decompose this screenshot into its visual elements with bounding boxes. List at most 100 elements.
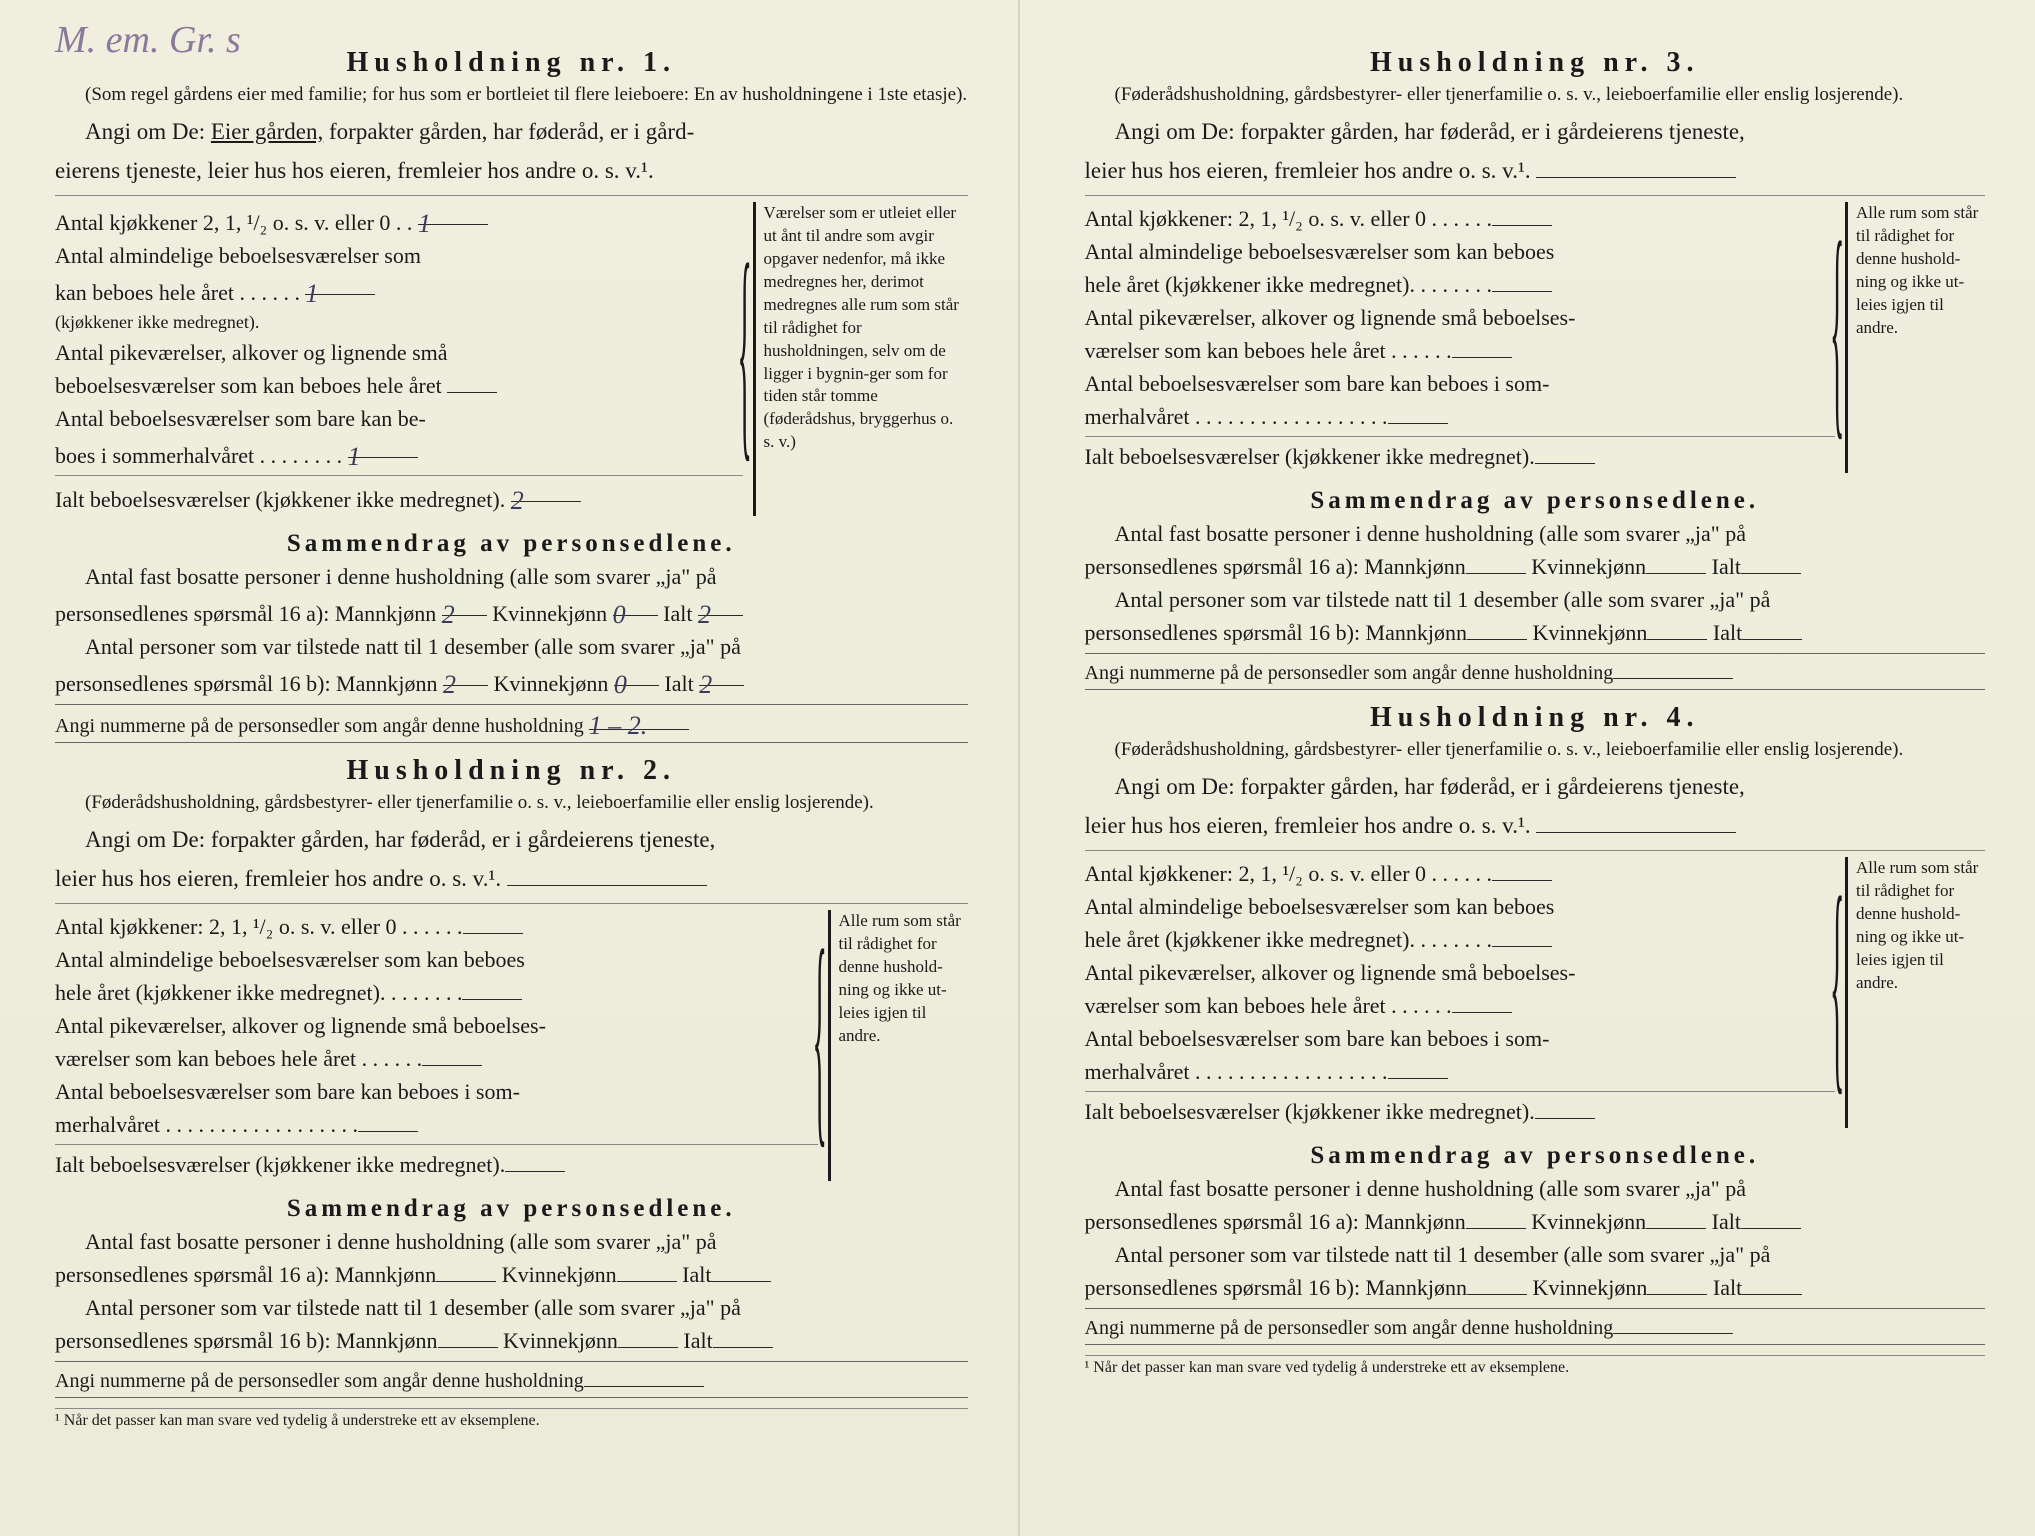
h1-rows-block: Antal kjøkkener 2, 1, ¹/₂ o. s. v. eller… xyxy=(55,202,968,516)
h4-ask-row: Angi om De: forpakter gården, har føderå… xyxy=(1085,769,1986,805)
h3-pike2: værelser som kan beboes hele året . . . … xyxy=(1085,338,1452,363)
h2-ask-row: Angi om De: forpakter gården, har føderå… xyxy=(55,822,968,858)
h2-ask2: leier hus hos eieren, fremleier hos andr… xyxy=(55,866,501,891)
h1-kvinne-label-b: Kvinnekjønn xyxy=(494,671,609,696)
hw-val: 1 xyxy=(418,204,431,243)
b xyxy=(1741,1206,1801,1229)
h4-num: Angi nummerne på de personsedler som ang… xyxy=(1085,1317,1614,1339)
h4-numline: Angi nummerne på de personsedler som ang… xyxy=(1085,1308,1986,1345)
h3-sidenote: Alle rum som står til rådighet for denne… xyxy=(1845,202,1985,473)
household-2-title: Husholdning nr. 2. xyxy=(55,755,968,787)
b xyxy=(1466,551,1526,574)
h2-alm2: hele året (kjøkkener ikke medregnet). . … xyxy=(55,980,462,1005)
h1-ialt-label-b: Ialt xyxy=(664,671,693,696)
separator xyxy=(1085,195,1986,196)
h2-kjokken-row: Antal kjøkkener: 2, 1, ¹/₂ o. s. v. elle… xyxy=(55,910,818,943)
h2-alm-val xyxy=(462,977,522,1000)
h1-ask-line2: eierens tjeneste, leier hus hos eieren, … xyxy=(55,153,968,189)
h2-sidenote: Alle rum som står til rådighet for denne… xyxy=(828,910,968,1181)
h1-ialt-row: Ialt beboelsesværelser (kjøkkener ikke m… xyxy=(55,479,743,516)
h2-pike-val xyxy=(422,1043,482,1066)
h1-ialt-a: 2 xyxy=(698,593,743,616)
h4-kj: Antal kjøkkener: 2, 1, ¹/₂ o. s. v. elle… xyxy=(1085,861,1493,886)
h4-kv: Kvinnekjønn xyxy=(1531,1209,1646,1234)
h1-alm-row: Antal almindelige beboelsesværelser som xyxy=(55,239,743,272)
h2-ialt-row: Ialt beboelsesværelser (kjøkkener ikke m… xyxy=(55,1148,818,1181)
b xyxy=(584,1366,704,1387)
h3-ialt-row: Ialt beboelsesværelser (kjøkkener ikke m… xyxy=(1085,440,1836,473)
b xyxy=(1388,401,1448,424)
h2-summary-title: Sammendrag av personsedlene. xyxy=(55,1195,968,1223)
h2-sum-1a: Antal fast bosatte personer i denne hush… xyxy=(55,1225,968,1258)
h1-eier-underlined: Eier gården, xyxy=(211,119,323,144)
h2-num: Angi nummerne på de personsedler som ang… xyxy=(55,1370,584,1392)
h3-summary-title: Sammendrag av personsedlene. xyxy=(1085,487,1986,515)
b xyxy=(1646,551,1706,574)
h3-kj: Antal kjøkkener: 2, 1, ¹/₂ o. s. v. elle… xyxy=(1085,206,1493,231)
h2-ia2: Ialt xyxy=(683,1328,712,1353)
separator xyxy=(1085,436,1836,437)
h1-mann-b: 2 xyxy=(443,663,488,686)
h4-kv2: Kvinnekjønn xyxy=(1533,1275,1648,1300)
h4-pike-row2: værelser som kan beboes hele året . . . … xyxy=(1085,989,1836,1022)
h2-sommer-val xyxy=(358,1109,418,1132)
h1-sum-1b: personsedlenes spørsmål 16 a): Mannkjønn… xyxy=(55,593,968,630)
b xyxy=(1742,1272,1802,1295)
hw-val: 2 xyxy=(511,481,524,520)
b xyxy=(1467,617,1527,640)
h1-sum1b-label: personsedlenes spørsmål 16 a): Mannkjønn xyxy=(55,601,436,626)
h4-sidenote: Alle rum som står til rådighet for denne… xyxy=(1845,857,1985,1128)
hw-val: 1 xyxy=(348,437,361,476)
h1-alm-label2: kan beboes hele året . . . . . . xyxy=(55,280,300,305)
separator xyxy=(1085,850,1986,851)
h1-alm-row2: kan beboes hele året . . . . . . 1 xyxy=(55,272,743,309)
separator xyxy=(1085,1091,1836,1092)
left-page: M. em. Gr. s Husholdning nr. 1. (Som reg… xyxy=(0,0,1018,1536)
b xyxy=(1452,335,1512,358)
hw: 2 xyxy=(698,595,711,634)
h3-sommer-row2: merhalvåret . . . . . . . . . . . . . . … xyxy=(1085,400,1836,433)
h3-pike-row2: værelser som kan beboes hele året . . . … xyxy=(1085,334,1836,367)
b xyxy=(438,1325,498,1348)
h1-pike-value xyxy=(447,370,497,393)
h2-numline: Angi nummerne på de personsedler som ang… xyxy=(55,1361,968,1398)
h1-sum-1a: Antal fast bosatte personer i denne hush… xyxy=(55,560,968,593)
h4-sum-2a: Antal personer som var tilstede natt til… xyxy=(1085,1238,1986,1271)
h3-num: Angi nummerne på de personsedler som ang… xyxy=(1085,662,1614,684)
h1-ialt-label-a: Ialt xyxy=(663,601,692,626)
h1-alm-value: 1 xyxy=(305,272,375,295)
h3-sommer-row: Antal beboelsesværelser som bare kan beb… xyxy=(1085,367,1836,400)
h3-pike-row: Antal pikeværelser, alkover og lignende … xyxy=(1085,301,1836,334)
h3-ia2: Ialt xyxy=(1713,620,1742,645)
h2-s1b: personsedlenes spørsmål 16 a): Mannkjønn xyxy=(55,1262,436,1287)
h3-s2b: personsedlenes spørsmål 16 b): Mannkjønn xyxy=(1085,620,1468,645)
h4-sum-1b: personsedlenes spørsmål 16 a): Mannkjønn… xyxy=(1085,1205,1986,1238)
hw: 0 xyxy=(614,665,627,704)
hw-val: 1 xyxy=(305,274,318,313)
h1-rows: Antal kjøkkener 2, 1, ¹/₂ o. s. v. eller… xyxy=(55,202,743,516)
h3-sum-2a: Antal personer som var tilstede natt til… xyxy=(1085,583,1986,616)
h2-pike-row2: værelser som kan beboes hele året . . . … xyxy=(55,1042,818,1075)
h4-rows-block: Antal kjøkkener: 2, 1, ¹/₂ o. s. v. elle… xyxy=(1085,857,1986,1128)
separator xyxy=(55,903,968,904)
household-3-title: Husholdning nr. 3. xyxy=(1085,47,1986,79)
b xyxy=(1492,203,1552,226)
h2-kj: Antal kjøkkener: 2, 1, ¹/₂ o. s. v. elle… xyxy=(55,914,463,939)
h2-ialt-val xyxy=(505,1149,565,1172)
handwritten-annotation: M. em. Gr. s xyxy=(55,18,241,62)
h4-ia: Ialt xyxy=(1712,1209,1741,1234)
h4-ialt-row: Ialt beboelsesværelser (kjøkkener ikke m… xyxy=(1085,1095,1836,1128)
h4-sum-2b: personsedlenes spørsmål 16 b): Mannkjønn… xyxy=(1085,1271,1986,1304)
h3-sum-1b: personsedlenes spørsmål 16 a): Mannkjønn… xyxy=(1085,550,1986,583)
h1-kjokken-row: Antal kjøkkener 2, 1, ¹/₂ o. s. v. eller… xyxy=(55,202,743,239)
h2-sommer2: merhalvåret . . . . . . . . . . . . . . … xyxy=(55,1112,358,1137)
h4-alm-row: Antal almindelige beboelsesværelser som … xyxy=(1085,890,1836,923)
h4-sommer2: merhalvåret . . . . . . . . . . . . . . … xyxy=(1085,1059,1388,1084)
h2-ialt: Ialt beboelsesværelser (kjøkkener ikke m… xyxy=(55,1152,505,1177)
separator xyxy=(55,475,743,476)
h3-alm-row: Antal almindelige beboelsesværelser som … xyxy=(1085,235,1836,268)
h4-kjokken-row: Antal kjøkkener: 2, 1, ¹/₂ o. s. v. elle… xyxy=(1085,857,1836,890)
h3-kv2: Kvinnekjønn xyxy=(1533,620,1648,645)
b xyxy=(436,1259,496,1282)
h1-ialt-b: 2 xyxy=(699,663,744,686)
